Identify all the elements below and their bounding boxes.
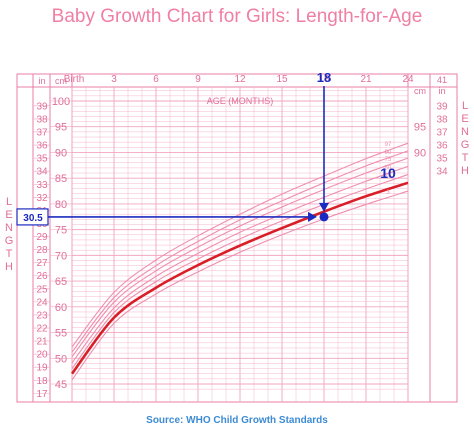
y-axis-letter-left: E xyxy=(5,209,12,221)
month-tick-label: 6 xyxy=(153,74,159,85)
percentile-curve xyxy=(71,157,409,358)
inch-tick-label: 38 xyxy=(36,114,48,125)
percentile-label: 97 xyxy=(385,142,392,148)
y-axis-letter-left: L xyxy=(6,196,12,208)
right-inch-tick-label: 34 xyxy=(436,167,448,178)
annotation-down-arrowhead xyxy=(319,202,329,212)
cm-tick-label: 85 xyxy=(55,173,67,185)
y-axis-letter-right: H xyxy=(461,165,469,177)
percentile-curve xyxy=(71,174,409,369)
cm-tick-label: 60 xyxy=(55,302,67,314)
month-tick-label: 18 xyxy=(318,74,330,85)
inch-tick-label: 20 xyxy=(36,350,48,361)
annotation-right-arrowhead xyxy=(308,211,317,222)
x-axis-label: AGE (MONTHS) xyxy=(207,96,274,106)
month-tick-label: 21 xyxy=(360,74,372,85)
month-tick-label: 12 xyxy=(234,74,246,85)
highlight-curve xyxy=(70,181,409,375)
month-tick-label: 24 xyxy=(402,74,414,85)
right-cm-unit: cm xyxy=(414,86,426,96)
month-tick-label: 3 xyxy=(111,74,117,85)
month-tick-label: 9 xyxy=(195,74,201,85)
inch-tick-label: 35 xyxy=(36,154,48,165)
left-inch-unit: in xyxy=(38,76,45,86)
percentile-label: 75 xyxy=(385,157,392,163)
right-inch-tick-label: 36 xyxy=(436,141,448,152)
inch-tick-label: 28 xyxy=(36,245,48,256)
inch-tick-label: 36 xyxy=(36,141,48,152)
inch-tick-label: 18 xyxy=(36,376,48,387)
right-inch-tick-label: 37 xyxy=(436,127,448,138)
right-cm-tick-label: 95 xyxy=(414,122,426,134)
cm-tick-label: 80 xyxy=(55,199,67,211)
left-cm-unit: cm xyxy=(55,76,67,86)
y-axis-letter-right: L xyxy=(462,100,468,112)
y-axis-letter-left: T xyxy=(6,248,13,260)
percentile-curves xyxy=(70,142,409,381)
percentile-curve xyxy=(71,142,409,348)
inch-tick-label: 27 xyxy=(36,258,48,269)
inch-tick-label: 29 xyxy=(36,232,48,243)
percentile-curve xyxy=(71,165,409,364)
month-tick-label: 15 xyxy=(276,74,288,85)
percentile-curve xyxy=(71,150,409,353)
right-inch-tick-label: 38 xyxy=(436,114,448,125)
grid-lines xyxy=(71,87,409,402)
inch-tick-label: 23 xyxy=(36,310,48,321)
annotation-point xyxy=(319,212,329,222)
inch-tick-label: 34 xyxy=(36,167,48,178)
inch-tick-label: 21 xyxy=(36,337,48,348)
cm-tick-label: 90 xyxy=(55,147,67,159)
annotation-length-label: 30.5 xyxy=(23,213,43,224)
cm-tick-label: 95 xyxy=(55,122,67,134)
inch-tick-label: 24 xyxy=(36,297,48,308)
inch-tick-label: 33 xyxy=(36,180,48,191)
chart-frame xyxy=(16,73,458,403)
cm-tick-label: 100 xyxy=(52,96,70,108)
inch-tick-label: 39 xyxy=(36,101,48,112)
right-cm-tick-label: 90 xyxy=(414,147,426,159)
y-axis-letter-right: G xyxy=(461,139,470,151)
inch-tick-label: 25 xyxy=(36,284,48,295)
inch-tick-label: 17 xyxy=(36,389,48,400)
cm-tick-label: 65 xyxy=(55,276,67,288)
inch-tick-label: 22 xyxy=(36,324,48,335)
highlight-percentile-label: 10 xyxy=(380,165,396,181)
cm-tick-label: 70 xyxy=(55,250,67,262)
percentile-label: 3 xyxy=(386,190,390,196)
right-inch-tick-label: 35 xyxy=(436,154,448,165)
cm-tick-label: 55 xyxy=(55,328,67,340)
inch-tick-label: 37 xyxy=(36,127,48,138)
percentile-curve xyxy=(71,190,409,381)
right-inch-unit: in xyxy=(438,86,445,96)
month-tick-label: Birth xyxy=(64,74,85,85)
y-axis-letter-right: T xyxy=(462,152,469,164)
percentile-label: 90 xyxy=(385,150,392,156)
percentile-label: 50 xyxy=(385,165,392,171)
annotation-age-label: 18 xyxy=(317,70,331,85)
right-top-inch: 41 xyxy=(437,75,447,85)
inch-tick-label: 26 xyxy=(36,271,48,282)
inch-tick-label: 32 xyxy=(36,193,48,204)
chart-title: Baby Growth Chart for Girls: Length-for-… xyxy=(51,6,423,27)
y-axis-letter-left: H xyxy=(5,261,13,273)
right-inch-tick-label: 39 xyxy=(436,101,448,112)
y-axis-letter-right: E xyxy=(461,113,468,125)
inch-tick-label: 19 xyxy=(36,363,48,374)
y-axis-letter-left: G xyxy=(5,235,14,247)
source-note: Source: WHO Child Growth Standards xyxy=(146,415,328,426)
y-axis-letter-right: N xyxy=(461,126,469,138)
cm-tick-label: 50 xyxy=(55,353,67,365)
y-axis-letter-left: N xyxy=(5,222,13,234)
cm-tick-label: 75 xyxy=(55,225,67,237)
percentile-label: 25 xyxy=(385,174,392,180)
cm-tick-label: 45 xyxy=(55,379,67,391)
